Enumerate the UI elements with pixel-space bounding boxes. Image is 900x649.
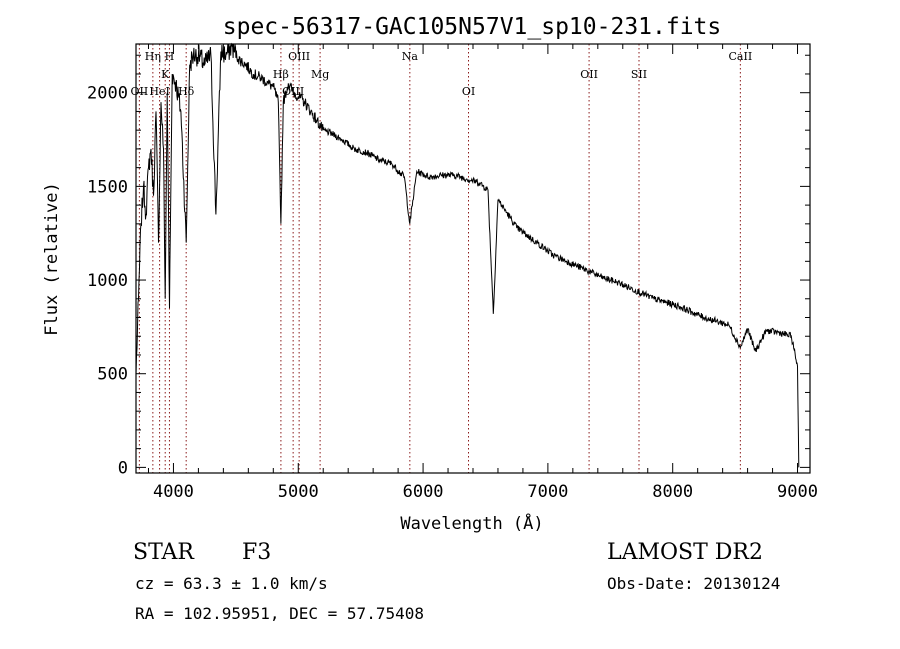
x-tick-label: 6000 [403, 482, 444, 502]
y-axis-label: Flux (relative) [42, 182, 62, 336]
x-tick-label: 9000 [777, 482, 818, 502]
line-markers [138, 44, 741, 473]
x-axis-ticks: 4000 5000 6000 7000 8000 9000 [147, 44, 818, 502]
x-tick-label: 5000 [278, 482, 319, 502]
marker-label-3: K [161, 68, 170, 81]
survey-name: LAMOST DR2 [607, 540, 763, 565]
marker-label-4: H [165, 50, 175, 63]
y-tick-label: 1000 [87, 271, 128, 291]
marker-label-12: OII [580, 68, 598, 81]
marker-label-5: Hδ [178, 85, 195, 98]
x-tick-label: 4000 [153, 482, 194, 502]
marker-label-2: HeI [149, 85, 169, 98]
velocity-text: cz = 63.3 ± 1.0 km/s [135, 574, 328, 593]
spectrum-line [135, 42, 800, 468]
x-tick-label: 7000 [527, 482, 568, 502]
marker-label-1: Hη [145, 50, 161, 63]
y-tick-label: 0 [118, 458, 128, 478]
y-tick-label: 1500 [87, 177, 128, 197]
marker-label-10: Na [402, 50, 419, 63]
marker-label-13: SII [631, 68, 647, 81]
marker-label-9: Mg [311, 68, 329, 81]
marker-label-14: CaII [729, 50, 753, 63]
chart-title: spec-56317-GAC105N57V1_sp10-231.fits [223, 14, 722, 40]
coordinates-text: RA = 102.95951, DEC = 57.75408 [135, 604, 424, 623]
plot-frame [135, 43, 811, 474]
y-tick-label: 2000 [87, 84, 128, 104]
object-subclass: F3 [242, 540, 272, 565]
marker-label-6: Hβ [273, 68, 289, 81]
x-tick-label: 8000 [652, 482, 693, 502]
marker-label-11: OI [462, 85, 475, 98]
x-axis-label: Wavelength (Å) [400, 512, 543, 534]
y-axis-ticks: 0 500 1000 1500 2000 [87, 54, 810, 478]
y-tick-label: 500 [97, 365, 128, 385]
marker-label-8: OIII [288, 50, 310, 63]
object-type: STAR [133, 540, 194, 565]
obs-date-text: Obs-Date: 20130124 [607, 574, 781, 593]
marker-label-0: OII [131, 85, 149, 98]
